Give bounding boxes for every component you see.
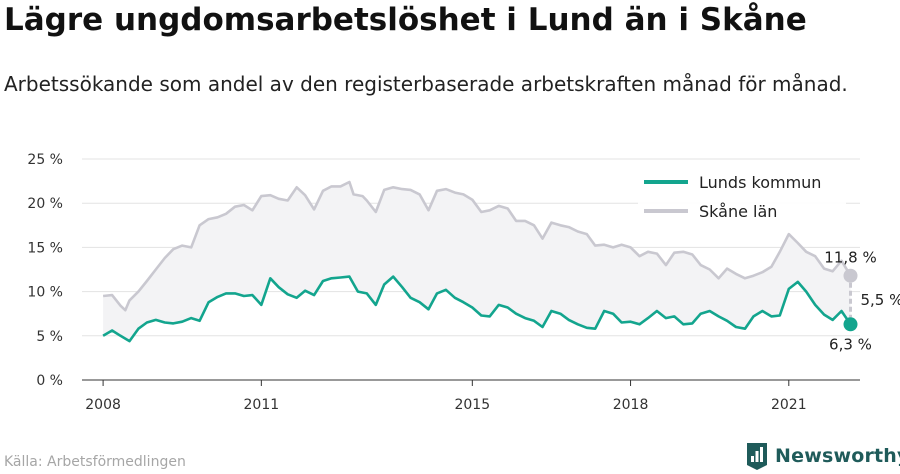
endpoint-marker-skane xyxy=(843,268,858,283)
x-tick-label: 2015 xyxy=(454,397,490,413)
x-tick-label: 2008 xyxy=(85,397,121,413)
legend-background xyxy=(638,166,846,232)
endpoint-label-skane: 11,8 % xyxy=(824,249,876,267)
legend-label-skane: Skåne län xyxy=(699,202,777,221)
chart-title: Lägre ungdomsarbetslöshet i Lund än i Sk… xyxy=(4,2,807,38)
legend-label-lund: Lunds kommun xyxy=(699,173,821,192)
source-note: Källa: Arbetsförmedlingen xyxy=(4,454,186,470)
series-line-lund xyxy=(102,275,852,343)
chart-subtitle: Arbetssökande som andel av den registerb… xyxy=(4,72,848,96)
series-line-skane xyxy=(102,180,852,312)
brand-name: Newsworthy xyxy=(775,445,900,467)
newsworthy-logo-icon xyxy=(747,443,767,470)
y-tick-label: 15 % xyxy=(27,240,63,256)
brand-logo: Newsworthy xyxy=(745,441,900,471)
y-tick-label: 5 % xyxy=(36,329,63,345)
end-annotations: 11,8 % 6,3 % 5,5 % xyxy=(824,249,900,354)
y-tick-label: 10 % xyxy=(27,285,63,301)
y-tick-label: 20 % xyxy=(27,196,63,212)
endpoint-label-lund: 6,3 % xyxy=(829,335,872,353)
gap-area xyxy=(103,182,851,342)
x-tick-label: 2011 xyxy=(244,397,280,413)
gap-area-fill xyxy=(103,182,851,342)
x-tick-label: 2018 xyxy=(613,397,649,413)
series-lines xyxy=(102,180,852,343)
endpoint-marker-lund xyxy=(843,317,858,332)
axes: 0 % 5 % 10 % 15 % 20 % 25 % 2008 2011 2015 2018 20… xyxy=(27,152,860,413)
y-tick-label: 25 % xyxy=(27,152,63,168)
y-tick-label: 0 % xyxy=(36,373,63,389)
gap-label: 5,5 % xyxy=(861,291,900,309)
x-tick-label: 2021 xyxy=(771,397,807,413)
legend: Lunds kommun Skåne län xyxy=(638,166,846,232)
